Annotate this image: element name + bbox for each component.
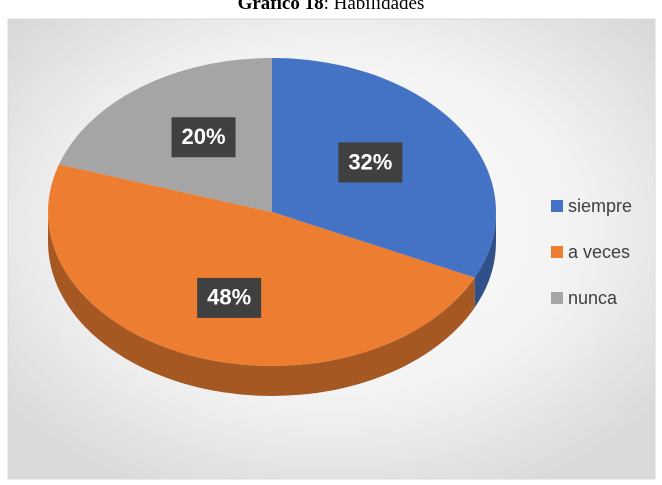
value-label-box [171,117,236,158]
legend-swatch [551,292,563,304]
slice [47,164,475,367]
slice-side [48,212,475,397]
title-rest: : Habilidades [324,0,425,14]
legend-swatch [551,246,563,258]
legend-label: nunca [568,288,618,308]
value-label-box [338,142,403,183]
value-label: 20% [182,124,226,149]
legend-label: siempre [568,196,632,216]
title-bold: Gráfico 18 [238,0,324,14]
chart-title: Gráfico 18: Habilidades [238,0,425,14]
slice-side [474,212,496,308]
slice [58,58,272,212]
value-label-box [197,277,262,318]
value-label: 48% [207,285,251,310]
value-label: 32% [348,149,392,174]
legend-swatch [551,200,563,212]
legend-label: a veces [568,242,630,262]
